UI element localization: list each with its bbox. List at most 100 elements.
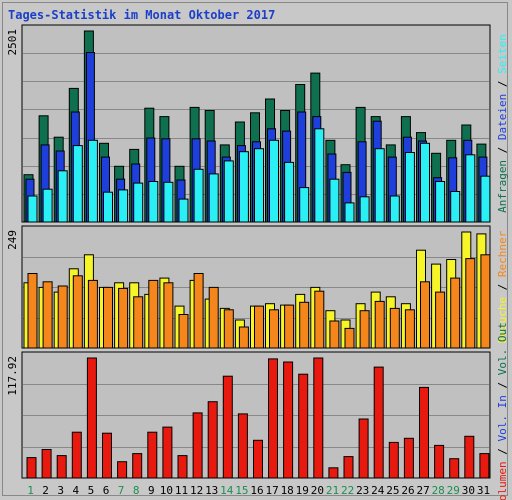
bar-volumen-day-10 bbox=[162, 426, 173, 479]
x-tick-day-6: 6 bbox=[103, 484, 110, 497]
legend-entry: Dateien bbox=[496, 94, 509, 140]
bar-rechner-day-14 bbox=[223, 309, 234, 349]
bar-volumen-day-27 bbox=[419, 386, 429, 479]
bar-rechner-day-24 bbox=[374, 300, 385, 349]
legend-entry: Volumen bbox=[496, 461, 509, 500]
bar-seiten-day-1 bbox=[27, 195, 38, 223]
bar-seiten-day-5 bbox=[87, 139, 98, 223]
bar-volumen-day-21 bbox=[328, 467, 339, 479]
x-tick-day-31: 31 bbox=[477, 484, 490, 497]
bar-rechner-day-26 bbox=[404, 309, 415, 349]
bar-rechner-day-15 bbox=[238, 326, 249, 349]
bar-rechner-day-29 bbox=[450, 277, 461, 349]
legend-entry: / bbox=[496, 74, 509, 94]
bar-rechner-day-27 bbox=[420, 281, 430, 349]
bar-rechner-day-5 bbox=[87, 279, 98, 349]
bar-volumen-day-6 bbox=[102, 432, 112, 479]
x-tick-day-14: 14 bbox=[220, 484, 234, 497]
bar-volumen-day-16 bbox=[253, 439, 263, 479]
bar-seiten-day-14 bbox=[223, 160, 234, 223]
bar-volumen-day-18 bbox=[283, 361, 294, 479]
bar-rechner-day-9 bbox=[148, 279, 159, 349]
x-tick-day-5: 5 bbox=[88, 484, 95, 497]
bar-seiten-day-20 bbox=[314, 128, 325, 223]
bar-volumen-day-20 bbox=[313, 357, 324, 479]
bar-volumen-day-31 bbox=[479, 453, 490, 479]
bar-rechner-day-10 bbox=[163, 282, 174, 349]
bar-volumen-day-8 bbox=[132, 453, 143, 479]
x-tick-day-16: 16 bbox=[250, 484, 263, 497]
bar-rechner-day-2 bbox=[42, 281, 53, 349]
x-tick-day-17: 17 bbox=[265, 484, 278, 497]
bar-volumen-day-5 bbox=[86, 357, 97, 479]
bar-seiten-day-3 bbox=[57, 170, 68, 223]
bar-rechner-day-28 bbox=[435, 291, 446, 349]
legend-entry: / bbox=[496, 441, 509, 461]
bar-seiten-day-22 bbox=[344, 202, 355, 223]
bar-rechner-day-30 bbox=[465, 258, 476, 349]
bar-rechner-day-8 bbox=[133, 296, 144, 349]
legend-entry: Anfragen bbox=[496, 160, 509, 213]
bar-volumen-day-14 bbox=[222, 375, 233, 479]
x-tick-day-24: 24 bbox=[371, 484, 385, 497]
bar-rechner-day-22 bbox=[344, 327, 355, 349]
bar-seiten-day-28 bbox=[435, 181, 446, 223]
x-tick-day-15: 15 bbox=[235, 484, 248, 497]
bar-rechner-day-11 bbox=[178, 314, 189, 349]
bar-rechner-day-25 bbox=[389, 307, 400, 349]
x-tick-day-1: 1 bbox=[27, 484, 34, 497]
bar-volumen-day-12 bbox=[192, 412, 203, 479]
x-tick-day-25: 25 bbox=[386, 484, 399, 497]
bar-seiten-day-29 bbox=[450, 191, 461, 223]
bar-volumen-day-15 bbox=[237, 413, 248, 479]
legend-entry: Vol. In bbox=[496, 395, 509, 441]
visits-panel: 249 Besuche / Rechner bbox=[6, 225, 509, 349]
x-tick-day-20: 20 bbox=[311, 484, 324, 497]
bar-seiten-day-6 bbox=[103, 191, 113, 223]
bar-rechner-day-17 bbox=[269, 309, 279, 349]
bar-rechner-day-19 bbox=[299, 301, 310, 349]
legend-entry: Seiten bbox=[496, 34, 509, 74]
outer-frame bbox=[2, 2, 508, 496]
x-tick-day-8: 8 bbox=[133, 484, 140, 497]
bar-rechner-day-31 bbox=[480, 254, 491, 349]
traffic-panel: 2501 Anfragen / Dateien / Seiten bbox=[6, 24, 509, 223]
volume-panel: 117.92 Volumen / Vol. In / Vol. Out bbox=[6, 322, 509, 500]
legend-entry: Rechner bbox=[496, 230, 509, 277]
bar-seiten-day-30 bbox=[465, 154, 476, 223]
bar-seiten-day-19 bbox=[299, 187, 310, 223]
bar-volumen-day-13 bbox=[207, 401, 218, 479]
traffic-ymax-label: 2501 bbox=[6, 29, 19, 56]
bar-volumen-day-23 bbox=[358, 418, 369, 479]
x-tick-day-4: 4 bbox=[72, 484, 79, 497]
bar-rechner-day-18 bbox=[284, 304, 295, 349]
bar-volumen-day-1 bbox=[26, 457, 37, 479]
x-tick-day-29: 29 bbox=[447, 484, 460, 497]
legend-entry: Besuche bbox=[496, 297, 509, 343]
x-tick-day-27: 27 bbox=[416, 484, 429, 497]
bar-volumen-day-26 bbox=[403, 437, 414, 479]
bar-rechner-day-3 bbox=[57, 285, 68, 349]
bar-volumen-day-22 bbox=[343, 456, 354, 479]
bar-rechner-day-23 bbox=[359, 310, 370, 349]
bar-seiten-day-23 bbox=[359, 196, 370, 223]
bar-volumen-day-7 bbox=[117, 461, 128, 479]
bar-rechner-day-12 bbox=[193, 273, 204, 349]
bar-seiten-day-31 bbox=[480, 175, 491, 223]
traffic-series-legend: Anfragen / Dateien / Seiten bbox=[496, 34, 509, 213]
x-tick-day-18: 18 bbox=[281, 484, 294, 497]
bar-volumen-day-19 bbox=[298, 373, 309, 479]
bar-seiten-day-9 bbox=[148, 181, 159, 223]
bar-rechner-day-21 bbox=[329, 320, 340, 349]
bar-volumen-day-11 bbox=[177, 455, 188, 479]
bar-rechner-day-20 bbox=[314, 290, 325, 349]
bar-volumen-day-28 bbox=[434, 444, 445, 479]
bar-rechner-day-7 bbox=[118, 287, 129, 349]
legend-entry: / bbox=[496, 277, 509, 297]
bar-rechner-day-6 bbox=[103, 286, 113, 349]
bar-seiten-day-4 bbox=[72, 145, 83, 223]
volume-series-legend: Volumen / Vol. In / Vol. Out bbox=[496, 322, 509, 500]
bar-seiten-day-8 bbox=[133, 182, 144, 223]
bar-volumen-day-30 bbox=[464, 435, 475, 479]
x-tick-day-9: 9 bbox=[148, 484, 155, 497]
